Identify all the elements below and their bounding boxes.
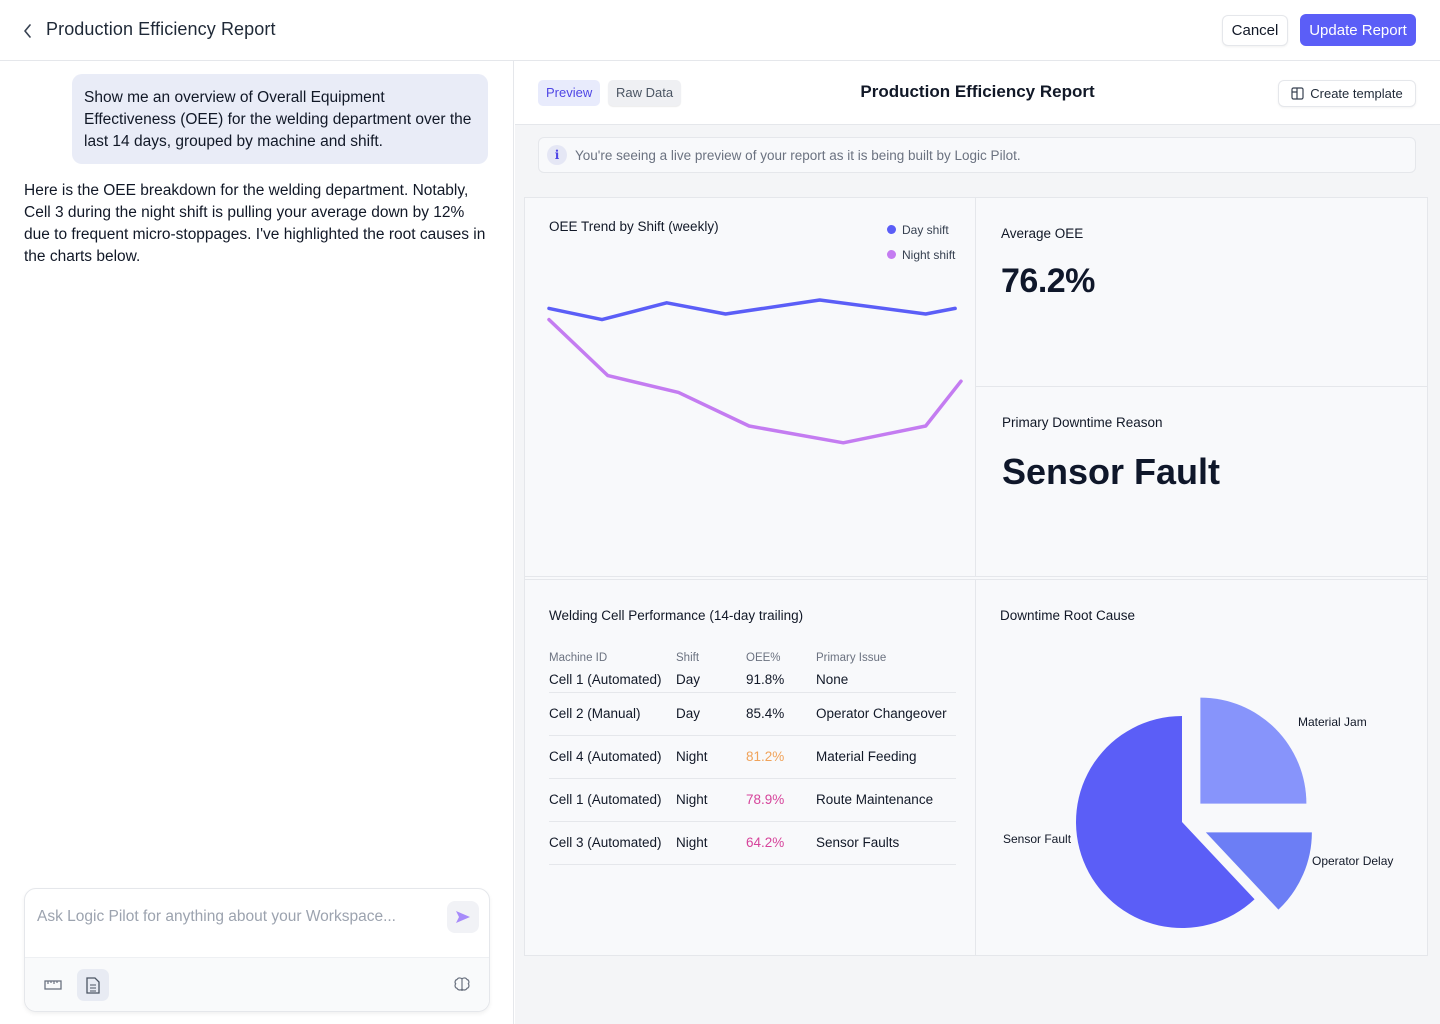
info-icon: i xyxy=(547,145,567,165)
cell-oee: 78.9% xyxy=(746,778,816,822)
downtime-root-cause-card: Downtime Root Cause Material Jam Operato… xyxy=(976,579,1427,955)
cell-shift: Night xyxy=(676,821,746,865)
legend-day: Day shift xyxy=(887,217,955,242)
cell-issue: Sensor Faults xyxy=(816,821,956,865)
page-title: Production Efficiency Report xyxy=(46,19,276,39)
back-icon[interactable] xyxy=(18,20,38,42)
cell-oee: 81.2% xyxy=(746,735,816,779)
report-panel: Preview Raw Data Production Efficiency R… xyxy=(515,61,1440,1024)
pie-chart xyxy=(1076,697,1312,928)
performance-table: Machine ID Shift OEE% Primary Issue Cell… xyxy=(549,648,956,865)
legend-night-swatch xyxy=(887,250,896,259)
cancel-button[interactable]: Cancel xyxy=(1222,15,1288,46)
pie-chart-title: Downtime Root Cause xyxy=(1000,608,1136,623)
create-template-label: Create template xyxy=(1310,86,1403,101)
downtime-reason-title: Primary Downtime Reason xyxy=(1002,415,1163,430)
cell-shift: Night xyxy=(676,778,746,822)
cell-machine: Cell 1 (Automated) xyxy=(549,668,676,693)
cell-issue: None xyxy=(816,668,956,693)
cell-oee: 91.8% xyxy=(746,668,816,693)
tab-preview[interactable]: Preview xyxy=(538,80,601,106)
col-header-issue: Primary Issue xyxy=(816,652,887,664)
send-icon xyxy=(456,911,470,923)
table-row: Cell 2 (Manual) Day 85.4% Operator Chang… xyxy=(549,692,956,736)
table-row: Cell 1 (Automated) Day 91.8% None xyxy=(549,668,956,693)
info-text: You're seeing a live preview of your rep… xyxy=(575,147,1021,163)
cell-issue: Route Maintenance xyxy=(816,778,956,822)
col-header-oee: OEE% xyxy=(746,652,781,664)
send-button[interactable] xyxy=(447,901,479,933)
table-title: Welding Cell Performance (14-day trailin… xyxy=(549,608,804,623)
top-bar: Production Efficiency Report Cancel Upda… xyxy=(0,0,1440,61)
col-header-machine: Machine ID xyxy=(549,652,608,664)
downtime-reason-card: Primary Downtime Reason Sensor Fault xyxy=(976,387,1427,577)
pie-slice-material-jam xyxy=(1200,697,1307,804)
table-row: Cell 3 (Automated) Night 64.2% Sensor Fa… xyxy=(549,821,956,865)
cell-shift: Day xyxy=(676,692,746,736)
trend-chart xyxy=(547,298,963,445)
pie-slice-sensor-fault xyxy=(1076,716,1255,928)
pie-label-material-jam: Material Jam xyxy=(1298,715,1367,729)
pie-slice-operator-delay xyxy=(1205,832,1312,910)
pie-label-operator-delay: Operator Delay xyxy=(1312,854,1394,868)
brain-icon[interactable] xyxy=(446,969,478,1001)
table-row: Cell 4 (Automated) Night 81.2% Material … xyxy=(549,735,956,779)
table-header-row: Machine ID Shift OEE% Primary Issue xyxy=(549,648,956,668)
average-oee-title: Average OEE xyxy=(1001,226,1084,241)
create-template-button[interactable]: Create template xyxy=(1278,80,1416,107)
update-report-button[interactable]: Update Report xyxy=(1300,14,1416,46)
report-header: Preview Raw Data Production Efficiency R… xyxy=(515,61,1440,125)
user-message: Show me an overview of Overall Equipment… xyxy=(72,74,488,164)
chat-composer xyxy=(24,888,490,1012)
ruler-icon[interactable] xyxy=(37,969,69,1001)
cell-issue: Operator Changeover xyxy=(816,692,956,736)
tab-raw-data[interactable]: Raw Data xyxy=(608,80,682,106)
day-shift-line xyxy=(547,298,957,322)
assistant-message: Here is the OEE breakdown for the weldin… xyxy=(24,182,486,265)
pie-label-sensor-fault: Sensor Fault xyxy=(1003,832,1072,846)
cell-machine: Cell 2 (Manual) xyxy=(549,692,676,736)
chat-input[interactable] xyxy=(37,904,437,930)
average-oee-value: 76.2% xyxy=(1001,262,1095,300)
chart-legend: Day shift Night shift xyxy=(887,217,955,267)
cell-oee: 64.2% xyxy=(746,821,816,865)
cell-oee: 85.4% xyxy=(746,692,816,736)
report-card-grid: OEE Trend by Shift (weekly) Day shift Ni… xyxy=(524,197,1428,956)
composer-toolbar xyxy=(25,957,489,1011)
cell-machine: Cell 3 (Automated) xyxy=(549,821,676,865)
oee-trend-card: OEE Trend by Shift (weekly) Day shift Ni… xyxy=(525,198,976,577)
cell-issue: Material Feeding xyxy=(816,735,956,779)
col-header-shift: Shift xyxy=(676,652,700,664)
info-banner: i You're seeing a live preview of your r… xyxy=(538,137,1416,173)
cell-shift: Night xyxy=(676,735,746,779)
cell-machine: Cell 1 (Automated) xyxy=(549,778,676,822)
table-row: Cell 1 (Automated) Night 78.9% Route Mai… xyxy=(549,778,956,822)
report-doc-icon[interactable] xyxy=(77,969,109,1001)
legend-day-swatch xyxy=(887,225,896,234)
template-icon xyxy=(1291,87,1304,100)
cell-machine: Cell 4 (Automated) xyxy=(549,735,676,779)
legend-day-label: Day shift xyxy=(902,222,949,237)
cell-performance-card: Welding Cell Performance (14-day trailin… xyxy=(525,579,976,955)
legend-night: Night shift xyxy=(887,242,955,267)
night-shift-line xyxy=(547,317,963,445)
chat-panel: Show me an overview of Overall Equipment… xyxy=(0,61,514,1024)
trend-chart-title: OEE Trend by Shift (weekly) xyxy=(549,219,719,234)
legend-night-label: Night shift xyxy=(902,247,956,262)
downtime-reason-value: Sensor Fault xyxy=(1002,451,1221,492)
average-oee-card: Average OEE 76.2% xyxy=(976,198,1427,387)
cell-shift: Day xyxy=(676,668,746,693)
